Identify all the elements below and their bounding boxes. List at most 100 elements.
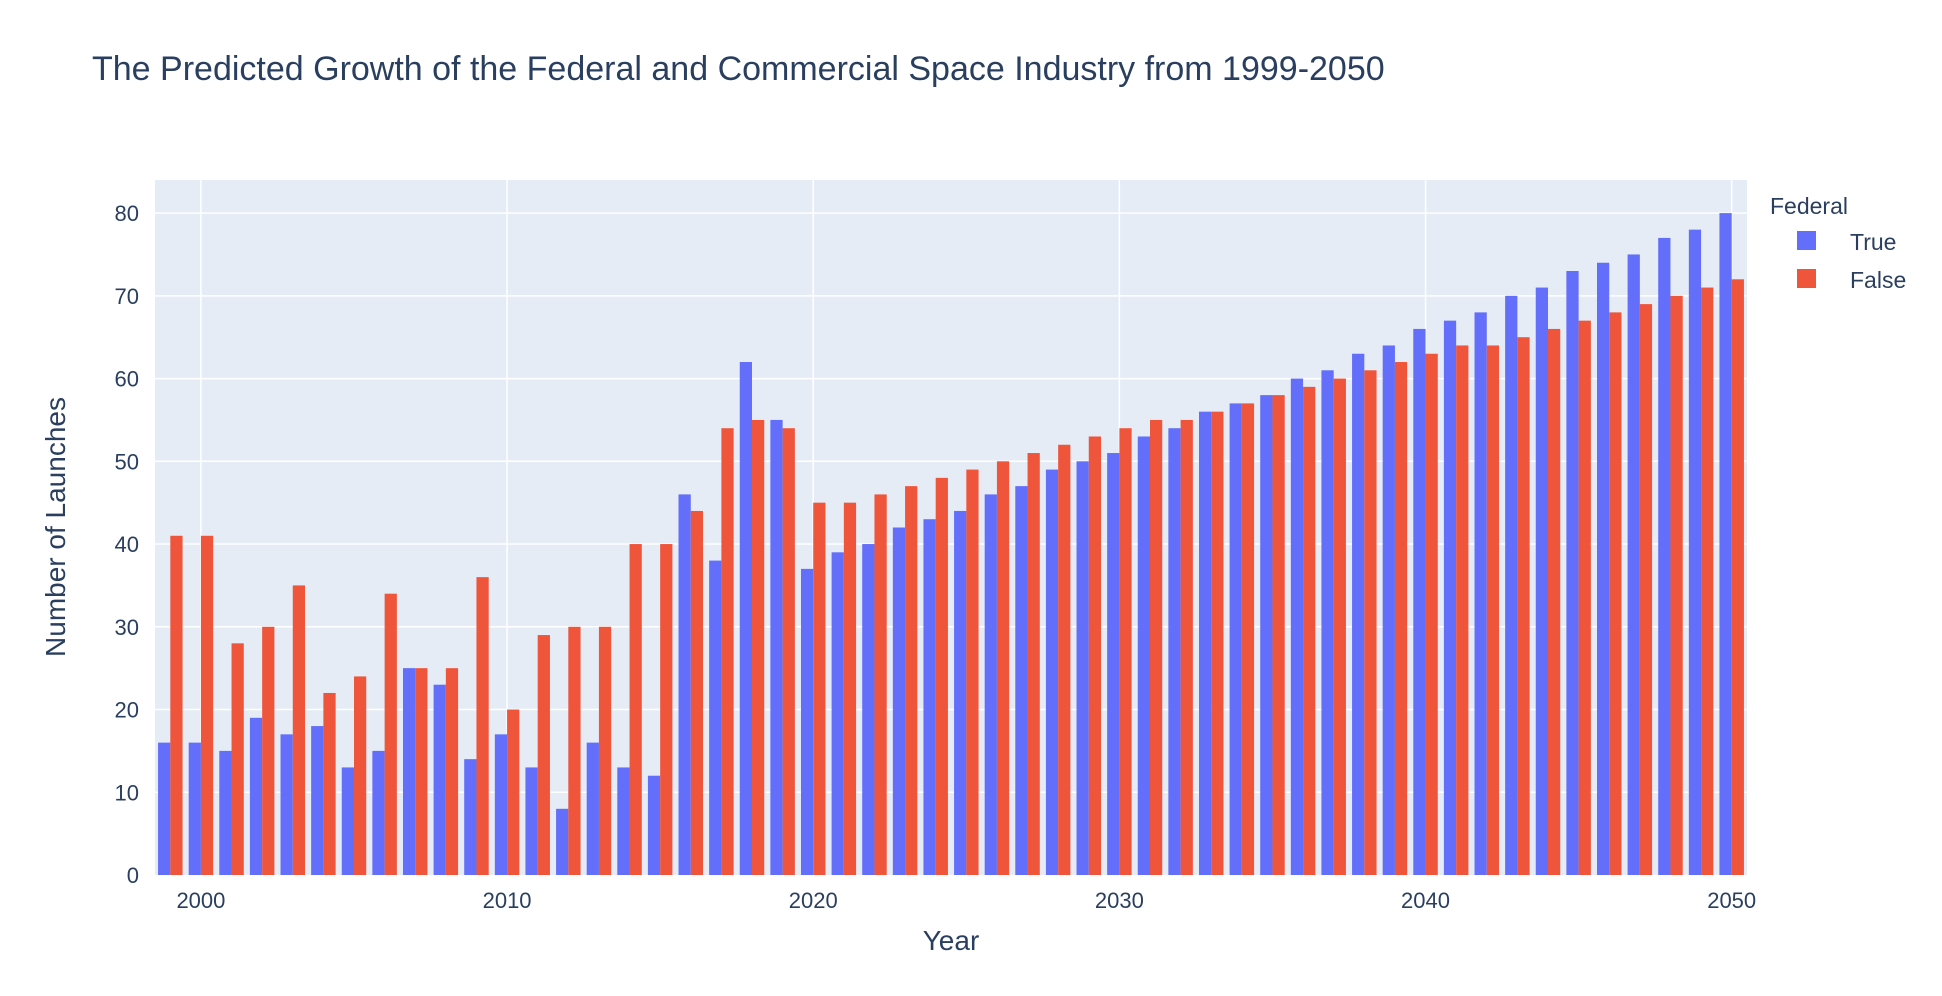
bar-true-2010[interactable] [494, 734, 508, 875]
bar-true-2034[interactable] [1229, 403, 1242, 875]
bar-false-2019[interactable] [782, 428, 795, 875]
bar-false-2028[interactable] [1058, 444, 1071, 875]
bar-false-2001[interactable] [231, 643, 244, 875]
bar-true-2027[interactable] [1015, 486, 1028, 875]
bar-false-2000[interactable] [200, 535, 214, 875]
bar-false-2040[interactable] [1425, 353, 1438, 875]
bar-true-2020[interactable] [800, 568, 814, 875]
bar-false-2027[interactable] [1027, 453, 1040, 875]
bar-true-2012[interactable] [556, 808, 569, 875]
bar-true-2013[interactable] [586, 742, 599, 875]
bar-false-2020[interactable] [813, 502, 826, 875]
bar-true-2044[interactable] [1535, 287, 1548, 875]
bar-false-2012[interactable] [568, 626, 581, 875]
bar-true-2040[interactable] [1413, 328, 1426, 875]
bar-true-2039[interactable] [1382, 345, 1395, 875]
bar-true-2038[interactable] [1352, 353, 1365, 875]
bar-false-2029[interactable] [1088, 436, 1102, 875]
bar-true-1999[interactable] [158, 742, 171, 875]
bar-true-2031[interactable] [1137, 436, 1150, 875]
bar-true-2046[interactable] [1596, 262, 1610, 875]
bar-true-2002[interactable] [249, 717, 263, 875]
bar-false-2044[interactable] [1548, 328, 1561, 875]
bar-false-1999[interactable] [170, 535, 183, 875]
bar-false-2041[interactable] [1456, 345, 1469, 875]
bar-false-2032[interactable] [1180, 419, 1193, 875]
bar-false-2007[interactable] [415, 668, 428, 875]
bar-false-2047[interactable] [1639, 304, 1653, 875]
bar-true-2022[interactable] [862, 544, 875, 875]
bar-false-2021[interactable] [843, 502, 857, 875]
bar-true-2023[interactable] [892, 527, 906, 876]
bar-false-2010[interactable] [507, 709, 520, 875]
bar-false-2031[interactable] [1150, 419, 1163, 875]
bar-true-2035[interactable] [1260, 395, 1273, 875]
bar-true-2004[interactable] [311, 726, 324, 875]
bar-false-2036[interactable] [1303, 386, 1316, 875]
bar-true-2011[interactable] [525, 767, 538, 875]
bar-false-2017[interactable] [721, 428, 734, 875]
bar-true-2037[interactable] [1321, 370, 1334, 875]
bar-false-2033[interactable] [1211, 411, 1224, 875]
bar-false-2004[interactable] [323, 692, 336, 875]
bar-true-2049[interactable] [1688, 229, 1702, 876]
bar-true-2014[interactable] [617, 767, 630, 875]
bar-false-2046[interactable] [1609, 312, 1622, 875]
bar-false-2030[interactable] [1119, 428, 1132, 875]
bar-false-2002[interactable] [262, 626, 275, 875]
bar-false-2022[interactable] [874, 494, 887, 875]
bar-true-2050[interactable] [1719, 213, 1732, 876]
bar-false-2014[interactable] [629, 544, 642, 875]
bar-true-2017[interactable] [709, 560, 722, 875]
bar-false-2025[interactable] [966, 469, 979, 875]
bar-false-2011[interactable] [537, 635, 550, 875]
bar-true-2032[interactable] [1168, 428, 1181, 875]
bar-true-2008[interactable] [433, 684, 446, 875]
bar-true-2009[interactable] [464, 759, 477, 875]
bar-false-2024[interactable] [935, 477, 948, 875]
bar-false-2026[interactable] [996, 461, 1010, 875]
legend-item-false[interactable]: False [1797, 267, 1906, 293]
bar-true-2043[interactable] [1505, 295, 1518, 875]
bar-false-2006[interactable] [384, 593, 397, 875]
bar-false-2015[interactable] [660, 544, 673, 875]
bar-false-2034[interactable] [1241, 403, 1255, 875]
bar-true-2024[interactable] [923, 519, 936, 875]
bar-true-2030[interactable] [1107, 453, 1120, 875]
bar-true-2028[interactable] [1045, 469, 1059, 875]
bar-false-2023[interactable] [905, 486, 918, 875]
bar-true-2042[interactable] [1474, 312, 1487, 875]
bar-true-2019[interactable] [770, 419, 783, 875]
bar-false-2009[interactable] [476, 577, 489, 875]
bar-true-2045[interactable] [1566, 271, 1579, 875]
bar-true-2000[interactable] [188, 742, 201, 875]
bar-false-2043[interactable] [1517, 337, 1530, 875]
bar-false-2049[interactable] [1701, 287, 1714, 875]
bar-false-2008[interactable] [445, 668, 459, 875]
bar-true-2041[interactable] [1443, 320, 1457, 875]
bar-true-2015[interactable] [647, 775, 661, 875]
bar-true-2007[interactable] [402, 668, 416, 875]
bar-false-2013[interactable] [598, 626, 612, 875]
bar-true-2006[interactable] [372, 750, 385, 875]
bar-false-2037[interactable] [1333, 378, 1346, 875]
bar-false-2035[interactable] [1272, 395, 1285, 875]
bar-true-2018[interactable] [739, 362, 752, 875]
bar-true-2026[interactable] [984, 494, 997, 875]
bar-true-2047[interactable] [1627, 254, 1640, 875]
bar-false-2038[interactable] [1364, 370, 1377, 875]
bar-true-2036[interactable] [1290, 378, 1304, 875]
bar-true-2005[interactable] [341, 767, 354, 875]
bar-false-2005[interactable] [354, 676, 367, 875]
bar-true-2033[interactable] [1198, 411, 1212, 875]
bar-true-2021[interactable] [831, 552, 844, 875]
bar-true-2048[interactable] [1658, 237, 1671, 875]
bar-true-2001[interactable] [219, 750, 232, 875]
bar-true-2029[interactable] [1076, 461, 1089, 875]
bar-true-2003[interactable] [280, 734, 293, 875]
bar-false-2048[interactable] [1670, 295, 1683, 875]
bar-true-2025[interactable] [954, 510, 967, 875]
bar-false-2016[interactable] [690, 510, 704, 875]
bar-false-2003[interactable] [292, 585, 306, 875]
legend-item-true[interactable]: True [1797, 229, 1896, 255]
